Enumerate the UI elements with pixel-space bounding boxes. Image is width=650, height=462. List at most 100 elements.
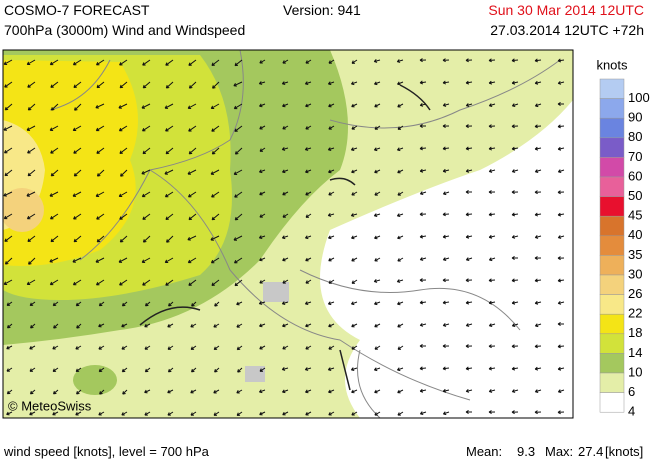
wind-arrow bbox=[328, 235, 335, 240]
wind-arrow bbox=[98, 345, 105, 350]
wind-arrow bbox=[419, 80, 427, 85]
wind-arrow bbox=[282, 191, 289, 196]
wind-arrow bbox=[373, 59, 381, 63]
wind-arrow bbox=[511, 323, 519, 328]
wind-arrow bbox=[234, 147, 243, 155]
wind-arrow bbox=[234, 191, 243, 198]
wind-arrow bbox=[187, 169, 197, 175]
wind-arrow bbox=[442, 80, 450, 85]
wind-arrow bbox=[304, 367, 312, 371]
wind-arrow bbox=[122, 389, 128, 395]
wind-arrow bbox=[99, 389, 105, 395]
wind-arrow bbox=[73, 81, 82, 89]
wind-arrow bbox=[281, 81, 289, 85]
wind-arrow bbox=[281, 367, 289, 371]
wind-arrow bbox=[29, 411, 36, 416]
wind-arrow bbox=[6, 389, 13, 395]
wind-arrow bbox=[72, 125, 82, 132]
wind-arrow bbox=[351, 257, 358, 262]
wind-arrow bbox=[4, 169, 13, 177]
wind-arrow bbox=[397, 257, 404, 262]
wind-arrow bbox=[144, 345, 151, 350]
wind-arrow bbox=[259, 411, 266, 416]
wind-arrow bbox=[328, 323, 335, 328]
wind-arrow bbox=[121, 367, 128, 373]
wind-arrow bbox=[282, 257, 289, 262]
wind-arrow bbox=[465, 323, 473, 327]
wind-arrow bbox=[142, 279, 151, 286]
wind-arrow bbox=[557, 102, 564, 106]
wind-arrow bbox=[96, 169, 105, 177]
wind-arrow bbox=[511, 389, 519, 393]
wind-arrow bbox=[234, 213, 243, 221]
wind-arrow bbox=[73, 147, 82, 154]
wind-arrow bbox=[419, 234, 427, 239]
wind-arrow bbox=[488, 58, 496, 63]
wind-arrow bbox=[465, 344, 473, 349]
wind-arrow bbox=[328, 169, 335, 174]
legend-swatch bbox=[599, 255, 625, 276]
wind-arrow bbox=[144, 301, 151, 307]
wind-arrow bbox=[511, 234, 519, 239]
wind-arrow bbox=[557, 256, 565, 261]
wind-arrow bbox=[4, 147, 13, 154]
wind-arrow bbox=[488, 344, 496, 349]
wind-arrow bbox=[351, 389, 358, 394]
legend-swatch bbox=[599, 98, 625, 119]
wind-arrow bbox=[557, 169, 565, 174]
legend-swatch bbox=[599, 215, 625, 237]
wind-arrow bbox=[237, 367, 243, 373]
wind-arrow bbox=[557, 124, 565, 129]
wind-arrow bbox=[165, 59, 174, 66]
wind-arrow bbox=[190, 345, 197, 350]
wind-arrow bbox=[53, 323, 59, 329]
wind-arrow bbox=[397, 235, 404, 240]
wind-arrow bbox=[49, 279, 59, 286]
wind-arrow bbox=[211, 125, 220, 132]
wind-arrow bbox=[119, 59, 128, 66]
legend-swatch bbox=[599, 353, 625, 374]
wind-arrow bbox=[27, 147, 36, 154]
wind-arrow bbox=[374, 301, 381, 306]
wind-arrow bbox=[27, 81, 36, 88]
wind-arrow bbox=[188, 213, 197, 221]
wind-arrow bbox=[442, 344, 450, 349]
wind-arrow bbox=[488, 80, 496, 85]
wind-arrow bbox=[165, 125, 174, 132]
legend-swatch bbox=[599, 235, 625, 256]
wind-arrow bbox=[233, 81, 243, 87]
wind-arrow bbox=[304, 81, 312, 86]
wind-arrow bbox=[167, 323, 174, 328]
wind-arrow bbox=[165, 213, 174, 221]
wind-arrow bbox=[188, 81, 197, 89]
wind-arrow bbox=[165, 147, 174, 155]
wind-arrow bbox=[442, 234, 450, 239]
wind-arrow bbox=[75, 367, 82, 373]
wind-arrow bbox=[374, 323, 381, 328]
wind-arrow bbox=[190, 389, 197, 394]
wind-arrow bbox=[282, 323, 289, 328]
wind-arrow bbox=[188, 147, 197, 155]
wind-arrow bbox=[511, 169, 519, 173]
wind-arrow bbox=[6, 323, 13, 329]
wind-arrow bbox=[419, 322, 427, 327]
wind-arrow bbox=[142, 213, 151, 220]
wind-arrow bbox=[350, 367, 358, 372]
wind-arrow bbox=[76, 323, 82, 329]
wind-arrow bbox=[557, 366, 565, 371]
wind-arrow bbox=[374, 411, 381, 416]
wind-arrow bbox=[373, 279, 381, 283]
wind-arrow bbox=[511, 80, 519, 85]
legend-label: 4 bbox=[628, 404, 635, 419]
wind-arrow bbox=[29, 301, 36, 307]
wind-arrow bbox=[374, 103, 381, 108]
legend-swatch bbox=[599, 176, 625, 197]
wind-arrow bbox=[419, 168, 427, 173]
wind-arrow bbox=[190, 323, 197, 328]
legend-label: 45 bbox=[628, 208, 642, 223]
wind-arrow bbox=[534, 323, 542, 328]
wind-arrow bbox=[213, 411, 220, 416]
legend-label: 22 bbox=[628, 306, 642, 321]
wind-arrow bbox=[96, 147, 105, 154]
